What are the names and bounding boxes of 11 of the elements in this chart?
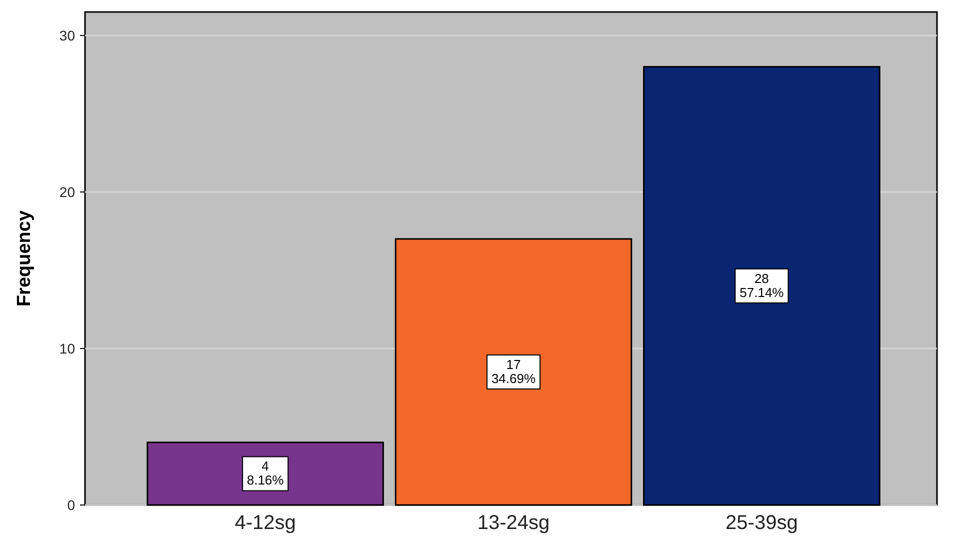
x-tick-label: 25-39sg [726,512,798,534]
x-tick-label: 13-24sg [477,512,550,534]
data-label: 28 57.14% [740,270,784,300]
data-label: 4 8.16% [246,458,284,488]
y-tick-label: 20 [59,184,76,200]
y-tick-label: 0 [67,496,76,513]
x-tick-label: 4-12sg [234,512,296,534]
y-tick-label: 30 [59,27,76,44]
data-label: 17 34.69% [491,356,536,386]
y-axis-title: Frequency [14,210,35,307]
y-tick-label: 10 [59,340,76,356]
